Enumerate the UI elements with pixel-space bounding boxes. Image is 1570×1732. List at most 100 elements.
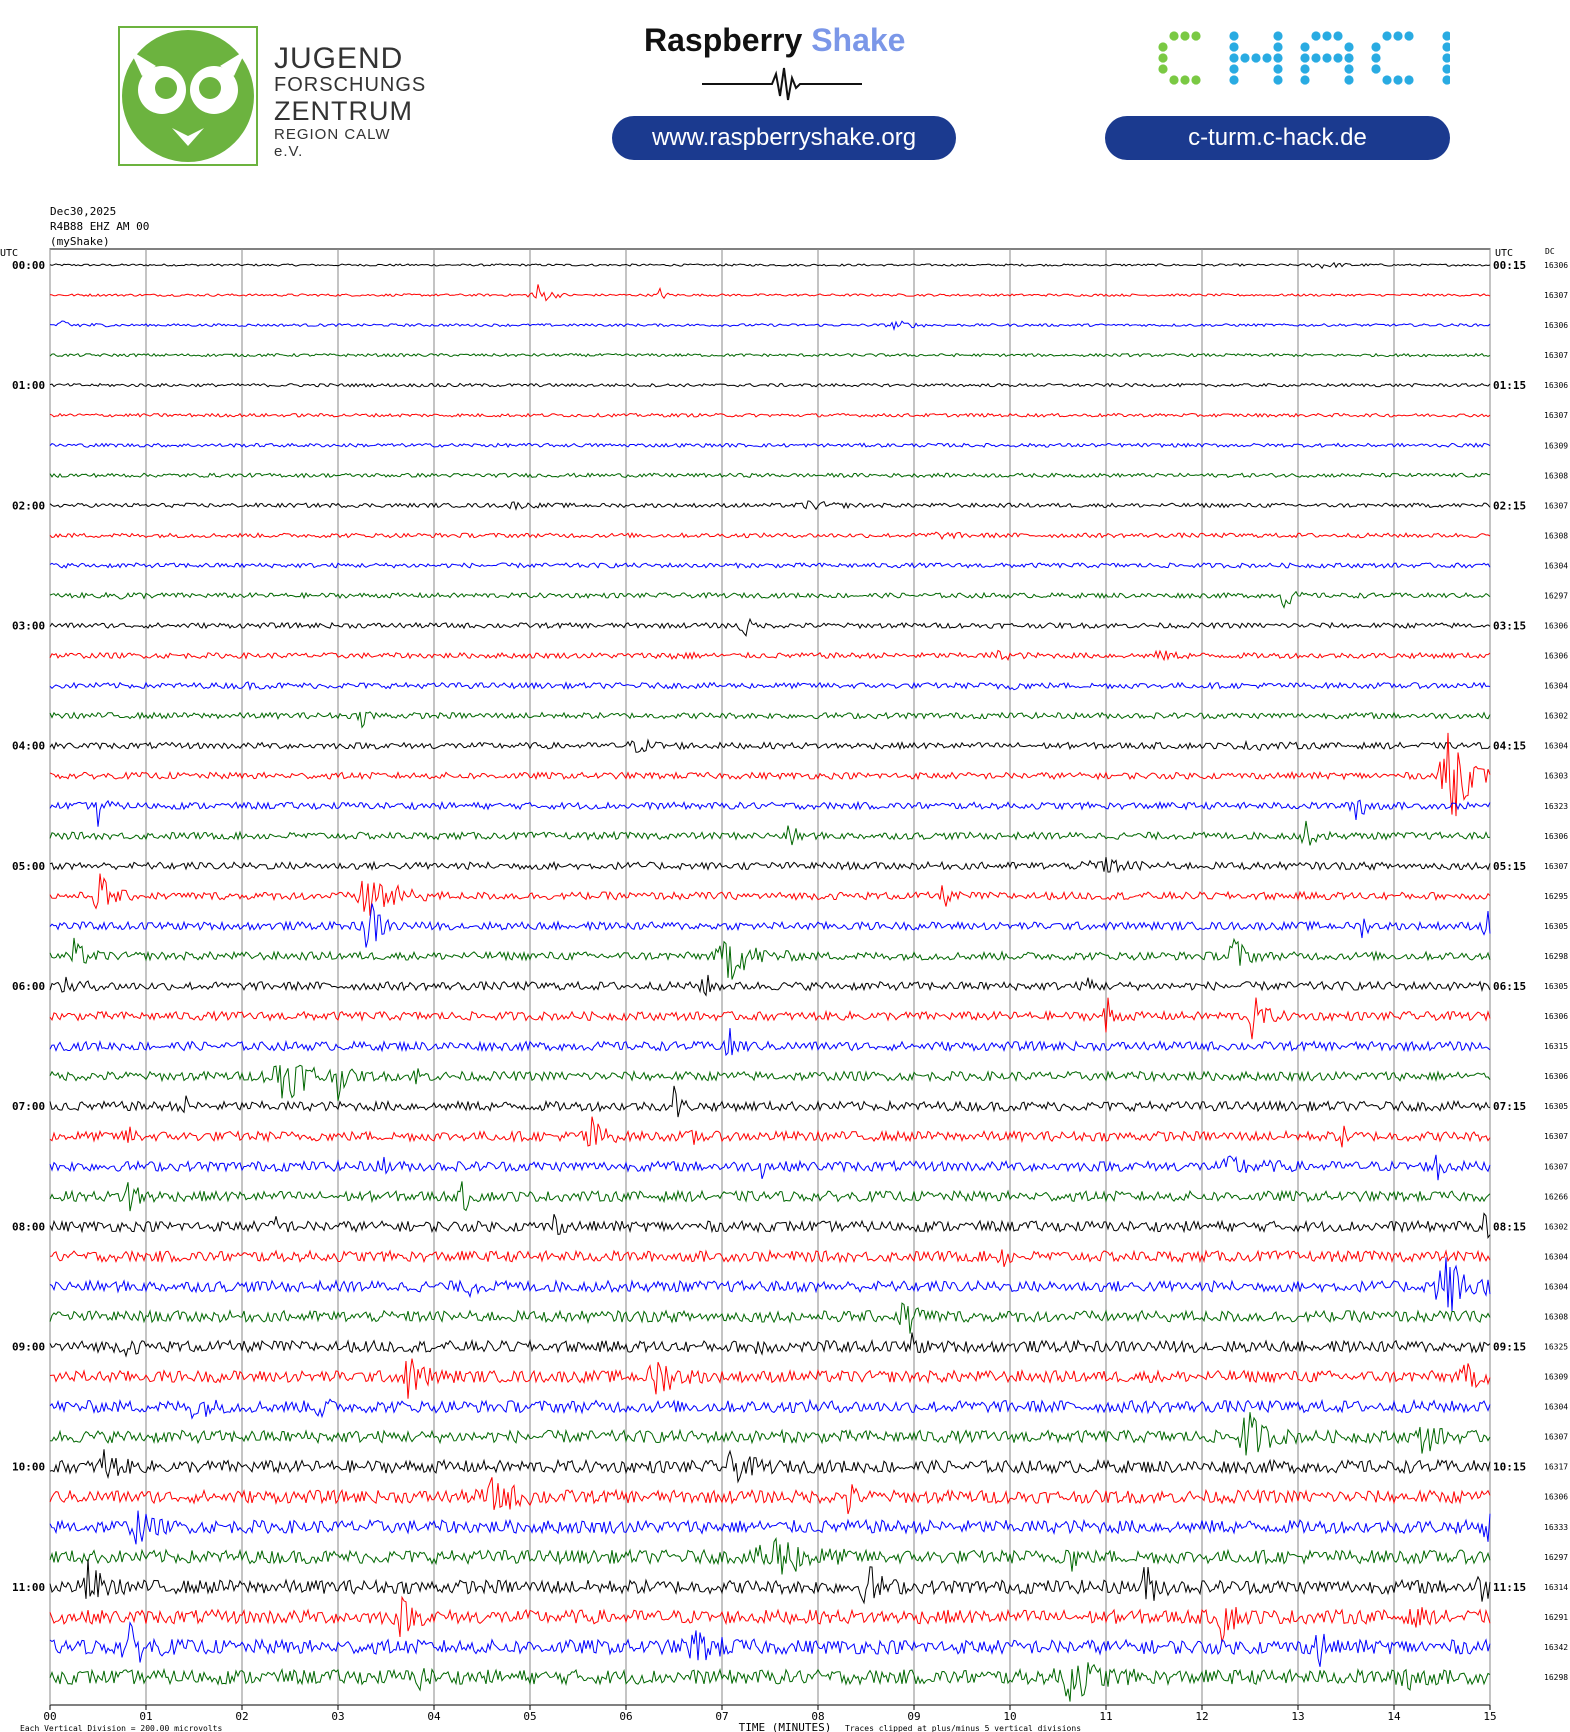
dc-value: 16304 xyxy=(1544,1252,1568,1261)
trace-row-8 xyxy=(49,500,1491,511)
raspberry-shake-logo: Raspberry Shake www.raspberryshake.org xyxy=(612,20,972,165)
dc-value: 16306 xyxy=(1544,622,1568,631)
hour-label-right: 05:15 xyxy=(1493,860,1526,873)
hour-label-left: 06:00 xyxy=(12,980,45,993)
hour-label-left: 08:00 xyxy=(12,1220,45,1233)
chack-dot xyxy=(1382,75,1392,85)
chack-dot xyxy=(1300,64,1310,74)
trace-row-16 xyxy=(49,738,1491,753)
chack-dot xyxy=(1442,53,1452,63)
x-tick-label: 05 xyxy=(523,1710,536,1723)
dc-value: 16314 xyxy=(1544,1583,1568,1592)
trace-row-18 xyxy=(49,799,1491,827)
chack-dot xyxy=(1251,53,1261,63)
trace-row-35 xyxy=(49,1302,1491,1334)
chack-dot xyxy=(1191,75,1201,85)
chack-dot xyxy=(1273,31,1283,41)
trace-row-42 xyxy=(49,1510,1491,1545)
hour-label-left: 00:00 xyxy=(12,259,45,272)
dc-value: 16291 xyxy=(1544,1613,1568,1622)
dc-value: 16306 xyxy=(1544,261,1568,270)
chack-dot xyxy=(1300,42,1310,52)
chack-dot xyxy=(1273,53,1283,63)
dc-value: 16302 xyxy=(1544,712,1568,721)
x-tick-label: 13 xyxy=(1291,1710,1304,1723)
dc-value: 16304 xyxy=(1544,1282,1568,1291)
dc-value: 16306 xyxy=(1544,321,1568,330)
trace-row-6 xyxy=(49,442,1491,449)
chack-dot xyxy=(1169,75,1179,85)
jfz-line-4: REGION CALW e.V. xyxy=(274,126,391,160)
chack-dot xyxy=(1344,53,1354,63)
dc-value: 16298 xyxy=(1544,952,1568,961)
dc-value: 16307 xyxy=(1544,1162,1568,1171)
hour-label-right: 01:15 xyxy=(1493,379,1526,392)
hour-label-left: 01:00 xyxy=(12,379,45,392)
trace-row-13 xyxy=(49,649,1491,662)
chack-dot xyxy=(1180,31,1190,41)
x-tick-label: 10 xyxy=(1003,1710,1016,1723)
dc-value: 16307 xyxy=(1544,1433,1568,1442)
dc-value: 16304 xyxy=(1544,561,1568,570)
hour-label-right: 03:15 xyxy=(1493,620,1526,633)
x-tick-label: 09 xyxy=(907,1710,920,1723)
chack-dot xyxy=(1191,31,1201,41)
chack-dot xyxy=(1344,75,1354,85)
dc-value: 16342 xyxy=(1544,1643,1568,1652)
hour-label-right: 04:15 xyxy=(1493,740,1526,753)
dc-value: 16305 xyxy=(1544,922,1568,931)
hour-label-left: 09:00 xyxy=(12,1341,45,1354)
hour-label-left: 02:00 xyxy=(12,499,45,512)
trace-row-17 xyxy=(49,732,1491,817)
seismogram-icon xyxy=(702,67,862,101)
chack-dot xyxy=(1273,42,1283,52)
hour-label-right: 00:15 xyxy=(1493,259,1526,272)
hour-label-left: 11:00 xyxy=(12,1581,45,1594)
chack-dot xyxy=(1322,53,1332,63)
hour-label-left: 10:00 xyxy=(12,1461,45,1474)
trace-row-27 xyxy=(49,1064,1491,1102)
trace-row-30 xyxy=(49,1154,1491,1181)
scale-note: Each Vertical Division = 200.00 microvol… xyxy=(20,1724,222,1732)
dc-value: 16305 xyxy=(1544,982,1568,991)
x-tick-label: 03 xyxy=(331,1710,344,1723)
x-tick-label: 06 xyxy=(619,1710,632,1723)
chack-link[interactable]: c-turm.c-hack.de xyxy=(1105,116,1450,160)
trace-row-23 xyxy=(49,937,1491,980)
dc-value: 16303 xyxy=(1544,772,1568,781)
chack-dot xyxy=(1371,42,1381,52)
chack-dot xyxy=(1333,31,1343,41)
trace-row-24 xyxy=(49,974,1491,997)
dc-value: 16298 xyxy=(1544,1673,1568,1682)
chack-dot xyxy=(1393,31,1403,41)
trace-row-2 xyxy=(49,320,1491,331)
chack-dot xyxy=(1311,31,1321,41)
trace-row-44 xyxy=(49,1559,1491,1605)
chack-dot xyxy=(1442,31,1452,41)
hour-label-right: 09:15 xyxy=(1493,1341,1526,1354)
chack-dot xyxy=(1273,64,1283,74)
chack-dot xyxy=(1404,31,1414,41)
chack-dot xyxy=(1442,64,1452,74)
trace-row-1 xyxy=(49,284,1491,302)
chack-dot xyxy=(1344,42,1354,52)
trace-row-12 xyxy=(49,617,1491,637)
trace-row-22 xyxy=(49,903,1491,948)
trace-row-34 xyxy=(49,1257,1491,1312)
dc-value: 16317 xyxy=(1544,1463,1568,1472)
trace-row-29 xyxy=(49,1116,1491,1148)
hour-label-right: 10:15 xyxy=(1493,1461,1526,1474)
jfz-line-2: FORSCHUNGS xyxy=(274,74,427,96)
dc-value: 16305 xyxy=(1544,1102,1568,1111)
chack-dot xyxy=(1311,53,1321,63)
trace-row-15 xyxy=(49,711,1491,729)
dc-value: 16304 xyxy=(1544,682,1568,691)
chack-dot xyxy=(1229,75,1239,85)
plot-frame xyxy=(49,248,1491,1706)
trace-row-20 xyxy=(49,857,1491,874)
trace-row-5 xyxy=(49,412,1491,418)
trace-row-39 xyxy=(49,1412,1491,1456)
trace-row-0 xyxy=(49,261,1491,270)
raspberry-shake-link[interactable]: www.raspberryshake.org xyxy=(612,116,956,160)
trace-row-21 xyxy=(49,873,1491,916)
